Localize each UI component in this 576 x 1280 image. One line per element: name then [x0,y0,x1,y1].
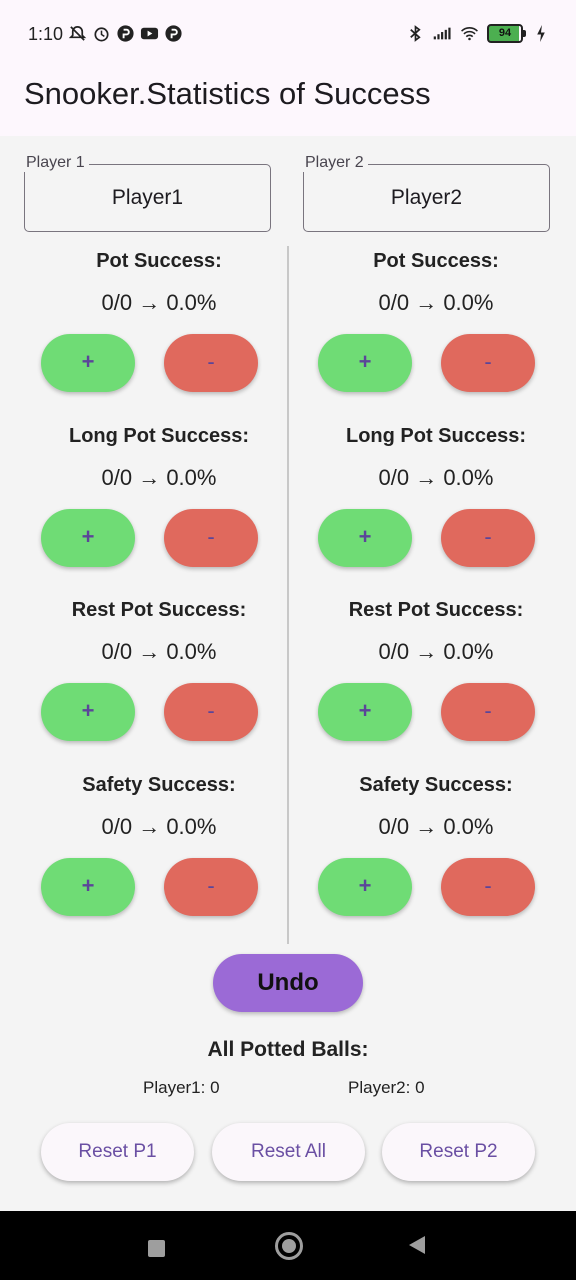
player1-rest-pot-stat: Rest Pot Success: 0/0 → 0.0% + - [24,595,294,769]
stat-value: 0/0 → 0.0% [101,465,217,490]
stat-value: 0/0 → 0.0% [378,465,494,490]
stat-value: 0/0 → 0.0% [101,639,217,664]
stat-title: Safety Success: [359,774,513,796]
stat-title: Rest Pot Success: [71,599,247,621]
player1-long-pot-plus-button[interactable]: + [41,509,135,567]
player2-field-label: Player 2 [301,154,368,172]
player1-long-pot-stat: Long Pot Success: 0/0 → 0.0% + - [24,421,294,595]
player1-safety-stat: Safety Success: 0/0 → 0.0% + - [24,770,294,944]
charging-icon [531,24,550,43]
player1-safety-minus-button[interactable]: - [164,858,258,916]
stat-title: Safety Success: [82,774,236,796]
player2-potted-count: Player2: 0 [348,1078,425,1097]
reset-p2-button[interactable]: Reset P2 [382,1123,535,1181]
player1-potted-count: Player1: 0 [143,1078,220,1097]
app-p-icon [116,24,135,43]
status-time: 1:10 [28,24,64,44]
home-icon[interactable] [275,1232,303,1260]
player2-safety-minus-button[interactable]: - [441,858,535,916]
bluetooth-icon [406,24,425,43]
player2-name-value[interactable]: Player2 [390,186,463,209]
player1-long-pot-minus-button[interactable]: - [164,509,258,567]
app-bar: 1:10 94 Snooker.Statistics of [0,0,576,136]
player2-long-pot-plus-button[interactable]: + [318,509,412,567]
battery-icon: 94 [487,24,526,43]
player1-pot-minus-button[interactable]: - [164,334,258,392]
stat-title: Long Pot Success: [68,425,250,447]
player2-pot-plus-button[interactable]: + [318,334,412,392]
stat-title: Rest Pot Success: [348,599,524,621]
recent-apps-icon[interactable] [148,1240,165,1257]
system-navigation-bar [0,1211,576,1280]
alarm-icon [92,24,111,43]
stat-title: Pot Success: [96,250,222,272]
stat-value: 0/0 → 0.0% [101,814,217,839]
player2-safety-plus-button[interactable]: + [318,858,412,916]
stat-title: Long Pot Success: [345,425,527,447]
player2-rest-pot-minus-button[interactable]: - [441,683,535,741]
status-system-icons: 94 [406,24,550,43]
mute-icon [68,24,87,43]
wifi-icon [460,24,479,43]
page-title: Snooker.Statistics of Success [24,76,431,111]
stat-value: 0/0 → 0.0% [378,814,494,839]
player2-pot-stat: Pot Success: 0/0 → 0.0% + - [301,246,571,420]
player2-safety-stat: Safety Success: 0/0 → 0.0% + - [301,770,571,944]
player1-name-field[interactable]: Player 1 Player1 [22,154,271,232]
stat-title: Pot Success: [373,250,499,272]
undo-button[interactable]: Undo [213,954,363,1012]
player2-rest-pot-stat: Rest Pot Success: 0/0 → 0.0% + - [301,595,571,769]
app-p-icon [164,24,183,43]
player1-safety-plus-button[interactable]: + [41,858,135,916]
player1-rest-pot-plus-button[interactable]: + [41,683,135,741]
player1-pot-stat: Pot Success: 0/0 → 0.0% + - [24,246,294,420]
player1-field-label: Player 1 [22,154,89,172]
player1-rest-pot-minus-button[interactable]: - [164,683,258,741]
reset-p1-button[interactable]: Reset P1 [41,1123,194,1181]
potted-balls-title: All Potted Balls: [207,1038,369,1061]
column-divider [287,246,289,944]
player2-long-pot-minus-button[interactable]: - [441,509,535,567]
stat-value: 0/0 → 0.0% [101,290,217,315]
player2-rest-pot-plus-button[interactable]: + [318,683,412,741]
status-notification-icons [68,24,183,43]
player1-pot-plus-button[interactable]: + [41,334,135,392]
reset-all-button[interactable]: Reset All [212,1123,365,1181]
stat-value: 0/0 → 0.0% [378,639,494,664]
player1-name-value[interactable]: Player1 [111,186,184,209]
player2-pot-minus-button[interactable]: - [441,334,535,392]
youtube-icon [140,24,159,43]
signal-icon [433,24,452,43]
stat-value: 0/0 → 0.0% [378,290,494,315]
player2-name-field[interactable]: Player 2 Player2 [301,154,550,232]
player2-long-pot-stat: Long Pot Success: 0/0 → 0.0% + - [301,421,571,595]
back-icon[interactable] [408,1235,426,1260]
